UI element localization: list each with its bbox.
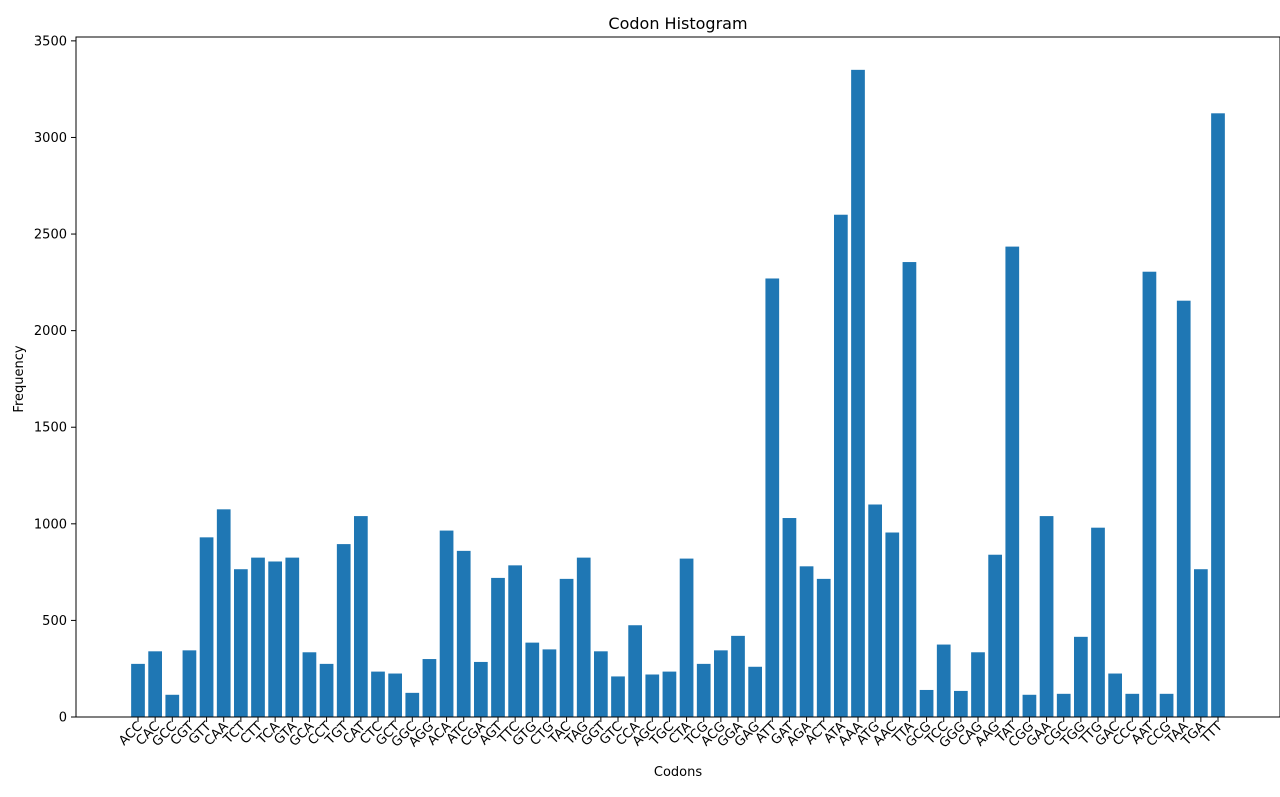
bar-cta — [679, 558, 694, 717]
bar-ggc — [405, 692, 420, 717]
bar-gtt — [199, 537, 214, 717]
bar-ttg — [1091, 527, 1105, 717]
bar-gtc — [611, 676, 625, 717]
bar-att — [765, 278, 780, 717]
bar-cac — [148, 651, 162, 717]
bar-cgt — [182, 650, 197, 717]
bar-gga — [731, 635, 745, 717]
bar-tac — [559, 578, 574, 717]
y-tick-label: 2500 — [34, 228, 67, 243]
bar-atg — [868, 504, 882, 717]
bar-ctc — [371, 671, 385, 717]
y-tick-label: 1500 — [34, 421, 67, 436]
bar-gca — [302, 652, 317, 717]
bar-tga — [1194, 569, 1208, 717]
bar-tag — [576, 557, 591, 717]
bar-tcc — [936, 644, 951, 717]
y-axis: 0 500 1000 1500 2000 2500 3000 3500 — [34, 34, 76, 726]
bar-cct — [319, 663, 334, 717]
y-tick-label: 2000 — [34, 324, 67, 339]
bars-group — [131, 69, 1225, 717]
bar-agt — [491, 577, 505, 717]
y-tick-label: 500 — [42, 614, 67, 629]
x-axis-label: Codons — [654, 765, 702, 780]
bar-aag — [988, 554, 1002, 717]
bar-acc — [131, 663, 145, 717]
bar-gct — [388, 673, 402, 717]
bar-gta — [285, 557, 300, 717]
bar-aca — [439, 530, 454, 717]
chart-title: Codon Histogram — [608, 14, 747, 33]
bar-acg — [714, 650, 728, 717]
bar-gat — [782, 518, 797, 717]
bar-ttc — [508, 565, 522, 717]
x-axis: ACCCACGCCCGTGTTCAATCTCTTTCAGTAGCACCTTGTC… — [116, 717, 1226, 751]
bar-cat — [354, 516, 368, 717]
bar-aac — [885, 532, 900, 717]
bar-aaa — [851, 69, 865, 717]
bar-tct — [234, 569, 248, 717]
bar-gtg — [525, 642, 540, 717]
bar-ggg — [954, 690, 968, 717]
bar-act — [816, 578, 831, 717]
bar-cgg — [1022, 694, 1037, 717]
bar-tca — [268, 561, 282, 717]
y-tick-label: 1000 — [34, 517, 67, 532]
bar-taa — [1176, 300, 1191, 717]
bar-ttt — [1211, 113, 1225, 717]
bar-tta — [902, 262, 917, 717]
bar-ctg — [542, 649, 557, 717]
bar-agg — [422, 659, 437, 717]
bar-aga — [799, 566, 814, 717]
bar-tgt — [336, 544, 351, 717]
bar-gag — [748, 666, 762, 717]
bar-cgc — [1056, 693, 1071, 717]
y-tick-label: 0 — [59, 711, 67, 726]
bar-cca — [628, 625, 642, 717]
bar-cag — [971, 652, 985, 717]
y-tick-label: 3500 — [34, 34, 67, 49]
bar-cga — [474, 661, 488, 717]
bar-ccg — [1159, 693, 1174, 717]
bar-aat — [1142, 271, 1157, 717]
bar-gaa — [1039, 516, 1054, 717]
bar-gcc — [165, 694, 180, 717]
bar-ccc — [1125, 693, 1140, 717]
bar-ctt — [251, 557, 265, 717]
y-axis-label: Frequency — [12, 345, 27, 412]
bar-tgc — [662, 671, 677, 717]
plot-frame — [75, 36, 1280, 718]
bar-caa — [216, 509, 231, 717]
bar-atc — [456, 550, 471, 717]
bar-ggt — [594, 651, 608, 717]
bar-tgg — [1074, 636, 1088, 717]
y-tick-label: 3000 — [34, 131, 67, 146]
bar-gac — [1108, 673, 1122, 717]
bar-tcg — [696, 663, 711, 717]
bar-ata — [834, 214, 848, 717]
bar-tat — [1005, 246, 1020, 717]
bar-agc — [645, 674, 660, 717]
bar-gcg — [919, 689, 934, 717]
